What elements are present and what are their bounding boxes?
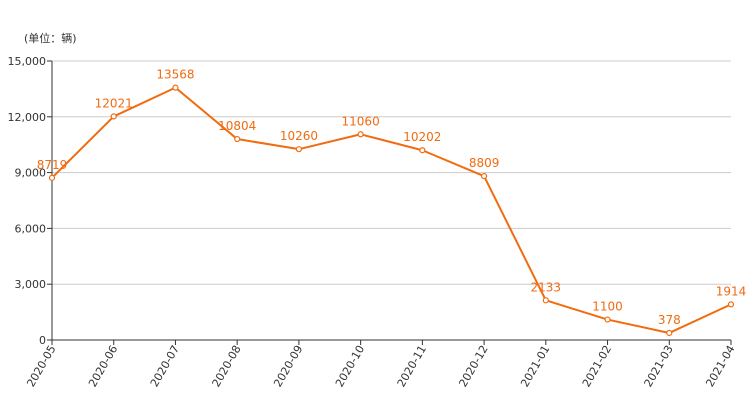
y-tick-label: 9,000: [15, 167, 47, 180]
x-tick-label: 2020-11: [395, 343, 429, 389]
x-axis-ticks: 2020-05 2020-06 2020-07 2020-08 2020-09 2020-…: [24, 340, 738, 389]
data-label: 13568: [156, 68, 194, 82]
x-tick-label: 2020-07: [148, 343, 182, 389]
y-tick-label: 12,000: [8, 111, 47, 124]
x-tick-label: 2020-09: [271, 343, 305, 389]
data-point: [172, 84, 179, 91]
y-tick-label: 3,000: [15, 278, 47, 291]
data-point: [295, 146, 303, 153]
data-point: [357, 131, 364, 138]
x-tick-label: 2020-06: [86, 343, 120, 389]
data-point: [110, 113, 117, 120]
x-tick-label: 2020-12: [456, 343, 490, 389]
data-point: [48, 174, 56, 181]
series-line: [51, 86, 732, 334]
data-label: 10260: [280, 129, 318, 143]
unit-label: (单位：辆): [24, 31, 77, 45]
y-axis-ticks: 0 3,000 6,000 9,000 12,000 15,000: [8, 55, 52, 347]
axes: [51, 61, 731, 341]
data-point: [727, 301, 735, 308]
x-tick-label: 2021-02: [580, 343, 614, 389]
series-polyline: [51, 86, 732, 334]
data-label: 11060: [342, 114, 380, 128]
data-point: [666, 329, 673, 337]
x-tick-label: 2020-08: [210, 343, 244, 389]
data-point: [604, 316, 611, 323]
data-label: 8719: [37, 158, 68, 172]
y-tick-label: 15,000: [8, 55, 47, 68]
data-point: [419, 147, 426, 154]
x-tick-label: 2021-04: [703, 343, 737, 389]
y-tick-label: 0: [39, 334, 46, 347]
data-points: [48, 84, 735, 337]
x-tick-label: 2020-10: [333, 343, 367, 389]
x-tick-label: 2021-01: [518, 343, 552, 389]
data-label: 10804: [218, 119, 256, 133]
data-point: [542, 297, 549, 304]
data-label: 378: [658, 313, 681, 327]
data-point: [234, 135, 241, 143]
data-label: 10202: [403, 130, 441, 144]
y-tick-label: 6,000: [15, 222, 47, 235]
data-label: 8809: [469, 156, 500, 170]
data-point: [480, 173, 488, 180]
x-tick-label: 2020-05: [24, 343, 58, 389]
data-label: 12021: [95, 96, 133, 110]
data-label: 1914: [716, 284, 747, 298]
gridlines: [52, 60, 731, 285]
x-tick-label: 2021-03: [642, 343, 676, 389]
data-label: 1100: [592, 300, 623, 314]
data-label: 2133: [531, 280, 562, 294]
data-labels: 8719 12021 13568 10804 10260 11060 10202 8809 21…: [37, 68, 747, 327]
